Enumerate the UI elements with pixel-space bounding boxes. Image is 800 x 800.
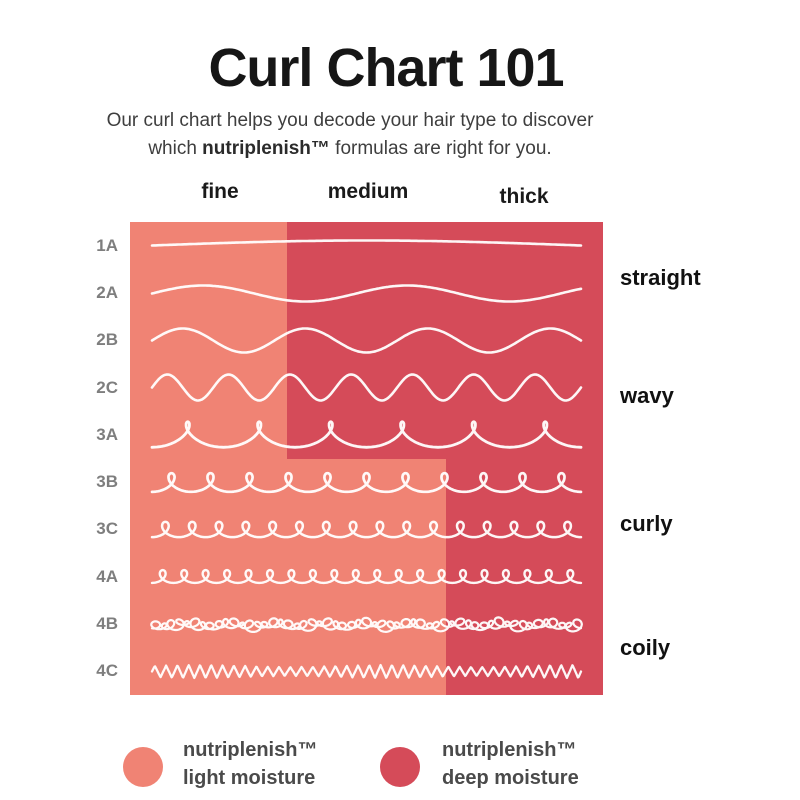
column-header-fine: fine [201, 180, 239, 203]
row-label-2b: 2B [96, 330, 118, 350]
curl-pattern-2c [150, 373, 583, 402]
row-label-3c: 3C [96, 519, 118, 539]
row-label-3a: 3A [96, 424, 118, 444]
subtitle-brand-name: nutriplenish™ [202, 138, 330, 159]
row-label-2a: 2A [96, 282, 118, 302]
subtitle-line1: Our curl chart helps you decode your hai… [106, 110, 594, 131]
column-header-medium: medium [327, 180, 409, 203]
subtitle-line2-pre: which [148, 138, 203, 159]
curl-pattern-2b [150, 326, 583, 354]
legend-label-deep-moisture: nutriplenish™ deep moisture [442, 736, 579, 792]
side-label-coily: coily [620, 635, 671, 660]
light-moisture-cell-3c-medium [286, 505, 446, 554]
side-label-straight: straight [620, 265, 701, 290]
subtitle: Our curl chart helps you decode your hai… [0, 107, 700, 163]
curl-pattern-3a [150, 420, 583, 450]
curl-pattern-4b [150, 615, 583, 633]
light-moisture-cell-2c-fine [130, 363, 287, 412]
legend-deep-line1: nutriplenish™ [442, 739, 577, 761]
row-label-2c: 2C [96, 377, 118, 397]
curl-pattern-2a [150, 283, 583, 303]
page-title: Curl Chart 101 [208, 38, 564, 99]
side-label-curly: curly [620, 511, 673, 536]
legend-label-light-moisture: nutriplenish™ light moisture [183, 736, 317, 792]
curl-pattern-3b [150, 471, 583, 493]
row-label-4a: 4A [96, 566, 118, 586]
row-label-4c: 4C [96, 661, 118, 681]
light-moisture-cell-3c-fine [130, 505, 287, 554]
legend-deep-line2: deep moisture [442, 767, 579, 789]
curl-pattern-1a [150, 239, 583, 247]
side-label-wavy: wavy [620, 383, 674, 408]
row-label-3b: 3B [96, 472, 118, 492]
legend-light-line2: light moisture [183, 767, 316, 789]
curl-pattern-4c [150, 663, 583, 679]
curl-chart-grid [130, 222, 603, 695]
subtitle-line2-post: formulas are right for you. [329, 138, 552, 159]
light-moisture-cell-2b-fine [130, 316, 287, 365]
curl-pattern-3c [150, 520, 583, 539]
row-label-1a: 1A [96, 235, 118, 255]
legend-swatch-light-moisture [123, 747, 163, 787]
column-header-thick: thick [499, 185, 549, 208]
legend-swatch-deep-moisture [380, 747, 420, 787]
curl-pattern-4a [150, 569, 583, 585]
row-label-4b: 4B [96, 614, 118, 634]
legend-light-line1: nutriplenish™ [183, 739, 318, 761]
